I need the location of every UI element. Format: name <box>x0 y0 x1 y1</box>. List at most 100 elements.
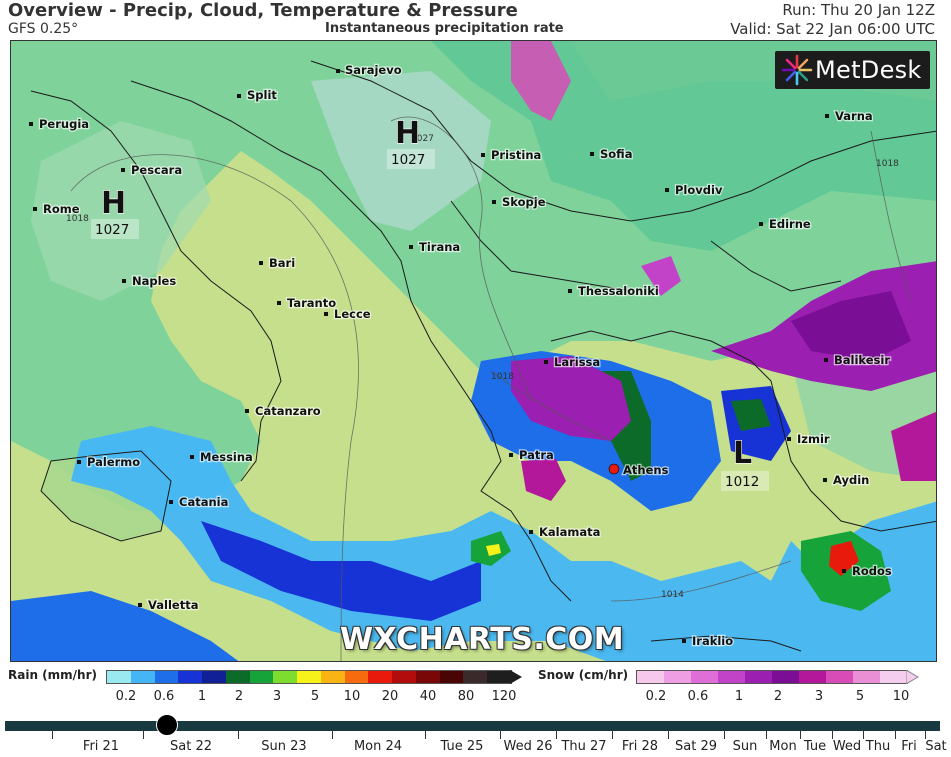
city-label: Iraklio <box>692 634 733 648</box>
city-label: Pristina <box>491 148 541 162</box>
timeline-track[interactable] <box>5 721 940 731</box>
city-label: Balikesir <box>834 353 890 367</box>
pressure-value-box <box>387 149 435 169</box>
scale-tick-label: 3 <box>272 689 282 704</box>
logo-text: MetDesk <box>815 56 922 84</box>
snow-scale-arrow-icon <box>906 670 919 684</box>
timeline-tick <box>612 731 613 739</box>
city-label: Izmir <box>797 432 830 446</box>
scale-color-swatch <box>344 671 369 683</box>
timeline-day-label[interactable]: Fri <box>901 739 917 754</box>
run-time: Run: Thu 20 Jan 12Z <box>782 1 935 19</box>
city-label: Thessaloniki <box>578 284 659 298</box>
city-label: Naples <box>132 274 176 288</box>
city-label: Bari <box>269 256 295 270</box>
timeline-day-label[interactable]: Fri 21 <box>82 739 120 754</box>
scale-color-swatch <box>130 671 155 683</box>
city-label: Catania <box>179 495 228 509</box>
scale-color-swatch <box>718 671 745 683</box>
pressure-value: 1012 <box>725 474 759 490</box>
city-label: Sofia <box>600 147 632 161</box>
chart-header: Overview - Precip, Cloud, Temperature & … <box>0 0 951 40</box>
snow-core-turkey <box>791 291 911 361</box>
valid-time: Valid: Sat 22 Jan 06:00 UTC <box>730 20 935 38</box>
cloud-cover-italy <box>31 121 211 301</box>
timeline-slider-handle[interactable] <box>156 714 178 736</box>
timeline-day-label[interactable]: Wed <box>832 739 862 754</box>
timeline-day-label[interactable]: Sat 22 <box>170 739 212 754</box>
scale-tick-label: 2 <box>773 689 783 704</box>
isobars <box>70 116 912 661</box>
timeline-tick <box>143 731 144 739</box>
scale-color-swatch <box>463 671 488 683</box>
map-canvas: 1018 1018 1027 1014 1018 H 1027 H 1027 L… <box>11 41 936 661</box>
isobar-label: 1018 <box>66 214 89 224</box>
scale-color-swatch <box>154 671 179 683</box>
scale-tick-label: 3 <box>814 689 824 704</box>
timeline-day-label[interactable]: Sat 29 <box>675 739 717 754</box>
city-label: Patra <box>519 448 554 462</box>
scale-color-swatch <box>273 671 298 683</box>
city-label: Aydin <box>833 473 869 487</box>
scale-tick-label: 10 <box>892 689 910 704</box>
timeline-day-label[interactable]: Tue 25 <box>440 739 484 754</box>
timeline-day-label[interactable]: Sun 23 <box>261 739 307 754</box>
city-label: Plovdiv <box>675 183 723 197</box>
snow-thessaloniki <box>641 256 681 296</box>
city-label: Skopje <box>502 195 546 209</box>
timeline-tick <box>52 731 53 739</box>
city-label: Lecce <box>334 307 371 321</box>
pressure-value-box <box>721 471 769 491</box>
timeline-day-label[interactable]: Thu 27 <box>561 739 607 754</box>
scale-color-swatch <box>297 671 321 683</box>
snow-thessaly <box>511 356 631 441</box>
timeline-day-label[interactable]: Sun <box>732 739 758 754</box>
snow-color-scale <box>636 670 908 684</box>
low-pressure-marker: L <box>733 436 752 471</box>
timeline-day-label[interactable]: Fri 28 <box>621 739 659 754</box>
metdesk-burst-icon <box>781 54 813 86</box>
city-label: Athens <box>623 463 669 477</box>
isobar-label: 1018 <box>491 372 514 382</box>
high-pressure-marker: H <box>101 186 126 221</box>
city-label: Larissa <box>554 355 600 369</box>
chart-subtitle: Instantaneous precipitation rate <box>325 21 564 36</box>
timeline-day-label[interactable]: Mon 24 <box>353 739 403 754</box>
scale-color-swatch <box>772 671 799 683</box>
timeline-day-label[interactable]: Thu <box>865 739 891 754</box>
city-label: Varna <box>835 109 873 123</box>
scale-tick-label: 0.2 <box>645 689 667 704</box>
timeline-tick <box>800 731 801 739</box>
timeline-day-label[interactable]: Tue <box>803 739 827 754</box>
scale-tick-label: 20 <box>381 689 399 704</box>
scale-tick-label: 120 <box>491 689 517 704</box>
timeline-tick <box>766 731 767 739</box>
rain-legend-title: Rain (mm/hr) <box>8 668 97 682</box>
city-label: Messina <box>200 450 253 464</box>
scale-color-swatch <box>439 671 464 683</box>
high-pressure-marker: H <box>395 116 420 151</box>
city-label: Pescara <box>131 163 182 177</box>
city-label: Tirana <box>419 240 460 254</box>
snow-aydin <box>891 411 936 481</box>
scale-color-swatch <box>415 671 440 683</box>
capital-marker <box>608 463 620 475</box>
model-label: GFS 0.25° <box>8 21 79 37</box>
timeline-day-label[interactable]: Wed 26 <box>503 739 553 754</box>
timeline-day-label[interactable]: Mon <box>769 739 797 754</box>
scale-color-swatch <box>249 671 274 683</box>
weather-map[interactable]: 1018 1018 1027 1014 1018 H 1027 H 1027 L… <box>10 40 937 662</box>
city-label: Split <box>247 88 277 102</box>
scale-color-swatch <box>637 671 664 683</box>
isobar-label: 1018 <box>876 159 899 169</box>
city-label: Palermo <box>87 455 140 469</box>
scale-color-swatch <box>853 671 880 683</box>
forecast-timeline[interactable]: Fri 21 Sat 22 Sun 23 Mon 24 Tue 25 Wed 26 Thu … <box>0 712 951 757</box>
city-label: Rome <box>43 202 80 216</box>
timeline-day-label[interactable]: Sat <box>925 739 947 754</box>
scale-tick-label: 10 <box>343 689 361 704</box>
city-label: Kalamata <box>539 525 600 539</box>
scale-color-swatch <box>880 671 907 683</box>
pressure-value-box <box>91 219 139 239</box>
city-label: Catanzaro <box>255 404 321 418</box>
